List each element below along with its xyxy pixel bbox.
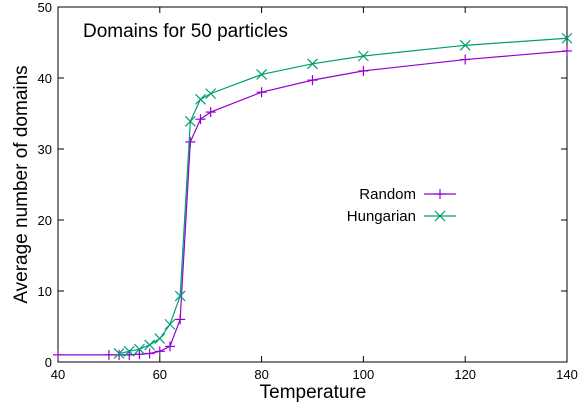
y-tick-label: 0 <box>45 355 52 370</box>
chart-title: Domains for 50 particles <box>83 21 288 42</box>
x-tick-label: 120 <box>454 367 476 382</box>
data-point-hungarian <box>164 318 176 330</box>
data-point-hungarian <box>195 93 206 105</box>
legend-marker-random <box>435 189 445 199</box>
data-point-hungarian <box>154 333 166 344</box>
data-point-hungarian <box>184 115 196 127</box>
data-point-hungarian <box>113 348 125 359</box>
axis-ticks <box>57 6 568 363</box>
y-axis-label: Average number of domains <box>11 65 32 303</box>
series-hungarian <box>113 32 573 359</box>
legend-marker-hungarian <box>434 210 446 222</box>
data-point-hungarian <box>134 343 145 355</box>
y-tick-label: 50 <box>38 0 52 15</box>
tick-labels: 40 60 80 100 120 140 0 10 20 30 40 50 <box>38 0 578 382</box>
legend-marker-hungarian <box>434 210 446 222</box>
data-point-hungarian <box>256 69 268 80</box>
data-point-hungarian <box>357 50 369 62</box>
y-tick-label: 20 <box>38 213 52 228</box>
x-tick-label: 100 <box>353 367 375 382</box>
series-random <box>53 46 572 360</box>
series-layer <box>53 32 573 360</box>
x-tick-label: 140 <box>556 367 578 382</box>
data-point-hungarian <box>123 345 135 357</box>
legend-label-random: Random <box>359 186 416 203</box>
data-point-hungarian <box>459 39 471 51</box>
x-tick-label: 40 <box>51 367 65 382</box>
series-line-random <box>58 50 568 356</box>
y-tick-label: 30 <box>38 142 52 157</box>
data-point-hungarian <box>174 290 186 302</box>
x-axis-label: Temperature <box>260 382 367 403</box>
plot-frame <box>57 6 568 363</box>
y-tick-label: 40 <box>38 71 52 86</box>
x-tick-label: 60 <box>153 367 167 382</box>
series-line-hungarian <box>118 37 568 355</box>
data-point-hungarian <box>205 88 217 100</box>
data-point-hungarian <box>307 58 318 70</box>
y-tick-label: 10 <box>38 284 52 299</box>
x-tick-label: 80 <box>254 367 268 382</box>
data-point-hungarian <box>144 339 156 351</box>
legend: Random Hungarian <box>347 186 456 225</box>
data-point-hungarian <box>561 32 573 44</box>
legend-label-hungarian: Hungarian <box>347 208 416 225</box>
